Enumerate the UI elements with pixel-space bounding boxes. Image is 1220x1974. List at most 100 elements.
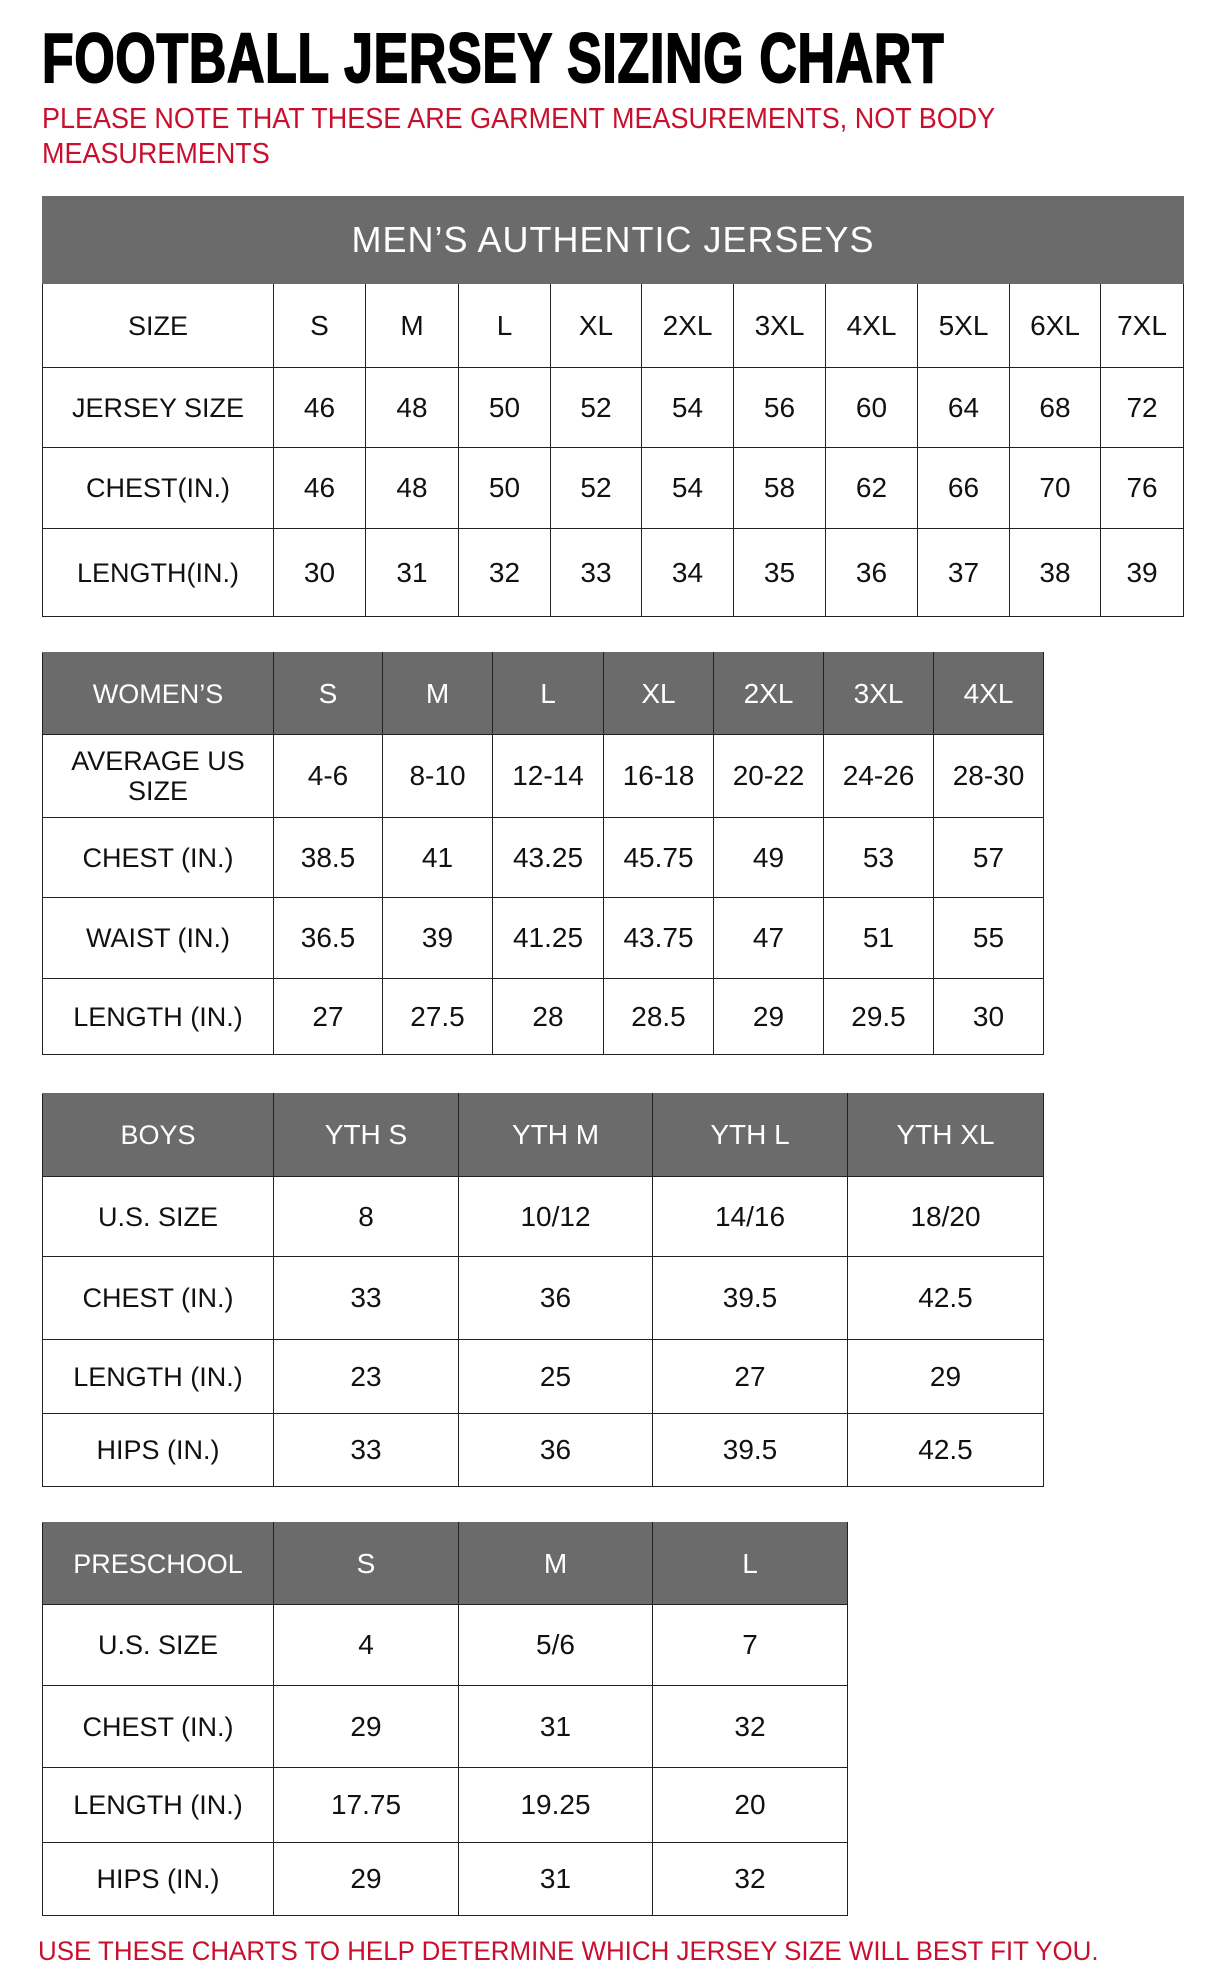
measurement-cell: 68 [1009,367,1101,448]
measurement-cell: 57 [933,817,1044,898]
row-label: AVERAGE US SIZE [42,734,274,818]
measurement-cell: 28-30 [933,734,1044,818]
measurement-cell: 46 [273,367,366,448]
measurement-cell: 46 [273,447,366,529]
measurement-cell: 12-14 [492,734,604,818]
size-header-cell: S [273,652,383,735]
size-header-cell: 3XL [733,283,826,368]
size-header-cell: YTH XL [847,1093,1044,1177]
measurement-cell: 42.5 [847,1413,1044,1487]
measurement-cell: 33 [550,528,642,617]
measurement-cell: 29 [273,1842,459,1916]
measurement-cell: 39 [1099,528,1185,617]
measurement-cell: 76 [1099,447,1185,529]
measurement-cell: 45.75 [603,817,714,898]
table-row: CHEST (IN.) 29 31 32 [42,1685,848,1768]
row-label: LENGTH (IN.) [42,1767,274,1843]
measurement-cell: 5/6 [458,1604,653,1686]
row-label: PRESCHOOL [42,1522,274,1605]
measurement-cell: 54 [641,447,734,529]
size-header-cell: 4XL [933,652,1044,735]
measurement-cell: 14/16 [652,1176,848,1257]
measurement-cell: 24-26 [823,734,934,818]
garment-note: PLEASE NOTE THAT THESE ARE GARMENT MEASU… [42,103,995,170]
measurement-cell: 31 [458,1842,653,1916]
row-label: BOYS [42,1093,274,1177]
footer-note: USE THESE CHARTS TO HELP DETERMINE WHICH… [38,1936,1099,1966]
measurement-cell: 28 [492,978,604,1055]
measurement-cell: 31 [365,528,459,617]
measurement-cell: 20 [652,1767,848,1843]
size-header-cell: YTH S [273,1093,459,1177]
measurement-cell: 41.25 [492,897,604,979]
size-header-cell: 7XL [1099,283,1185,368]
measurement-cell: 64 [917,367,1010,448]
measurement-cell: 60 [825,367,918,448]
table-row: U.S. SIZE 8 10/12 14/16 18/20 [42,1176,1044,1257]
row-label: U.S. SIZE [42,1604,274,1686]
measurement-cell: 36 [825,528,918,617]
measurement-cell: 52 [550,367,642,448]
mens-size-table: MEN’S AUTHENTIC JERSEYS SIZE S M L XL 2XL 3XL 4X… [41,196,1185,617]
table-row: WAIST (IN.) 36.5 39 41.25 43.75 47 51 55 [42,897,1044,979]
measurement-cell: 58 [733,447,826,529]
measurement-cell: 33 [273,1413,459,1487]
measurement-cell: 39.5 [652,1413,848,1487]
table-header-row: BOYS YTH S YTH M YTH L YTH XL [42,1093,1044,1177]
measurement-cell: 4 [273,1604,459,1686]
measurement-cell: 28.5 [603,978,714,1055]
size-header-cell: YTH M [458,1093,653,1177]
table-row: CHEST(IN.) 46 48 50 52 54 58 62 66 70 76 [42,447,1185,529]
measurement-cell: 29.5 [823,978,934,1055]
table-header-row: SIZE S M L XL 2XL 3XL 4XL 5XL 6XL 7XL [42,283,1185,368]
size-header-cell: S [273,283,366,368]
table-header-row: PRESCHOOL S M L [42,1522,848,1605]
measurement-cell: 23 [273,1339,459,1414]
size-header-cell: XL [603,652,714,735]
size-header-cell: L [652,1522,848,1605]
table-row: CHEST (IN.) 38.5 41 43.25 45.75 49 53 57 [42,817,1044,898]
measurement-cell: 62 [825,447,918,529]
measurement-cell: 32 [652,1842,848,1916]
size-header-cell: M [365,283,459,368]
row-label: SIZE [42,283,274,368]
table-banner: MEN’S AUTHENTIC JERSEYS [41,196,1185,284]
measurement-cell: 50 [458,447,551,529]
size-header-cell: L [492,652,604,735]
measurement-cell: 29 [847,1339,1044,1414]
table-row: CHEST (IN.) 33 36 39.5 42.5 [42,1256,1044,1340]
size-header-cell: M [382,652,493,735]
measurement-cell: 27 [652,1339,848,1414]
measurement-cell: 16-18 [603,734,714,818]
size-header-cell: 4XL [825,283,918,368]
measurement-cell: 52 [550,447,642,529]
table-row: LENGTH(IN.) 30 31 32 33 34 35 36 37 38 39 [42,528,1185,617]
size-header-cell: M [458,1522,653,1605]
measurement-cell: 50 [458,367,551,448]
table-row: LENGTH (IN.) 23 25 27 29 [42,1339,1044,1414]
measurement-cell: 37 [917,528,1010,617]
measurement-cell: 34 [641,528,734,617]
measurement-cell: 42.5 [847,1256,1044,1340]
size-header-cell: YTH L [652,1093,848,1177]
measurement-cell: 17.75 [273,1767,459,1843]
table-row: U.S. SIZE 4 5/6 7 [42,1604,848,1686]
measurement-cell: 39.5 [652,1256,848,1340]
table-row: LENGTH (IN.) 27 27.5 28 28.5 29 29.5 30 [42,978,1044,1055]
row-label: U.S. SIZE [42,1176,274,1257]
measurement-cell: 32 [458,528,551,617]
table-row: AVERAGE US SIZE 4-6 8-10 12-14 16-18 20-22 24-… [42,734,1044,818]
measurement-cell: 43.25 [492,817,604,898]
row-label: LENGTH(IN.) [42,528,274,617]
measurement-cell: 36 [458,1413,653,1487]
measurement-cell: 30 [933,978,1044,1055]
measurement-cell: 66 [917,447,1010,529]
measurement-cell: 55 [933,897,1044,979]
measurement-cell: 54 [641,367,734,448]
measurement-cell: 8 [273,1176,459,1257]
measurement-cell: 48 [365,447,459,529]
measurement-cell: 8-10 [382,734,493,818]
measurement-cell: 38 [1009,528,1101,617]
size-header-cell: 6XL [1009,283,1101,368]
measurement-cell: 4-6 [273,734,383,818]
